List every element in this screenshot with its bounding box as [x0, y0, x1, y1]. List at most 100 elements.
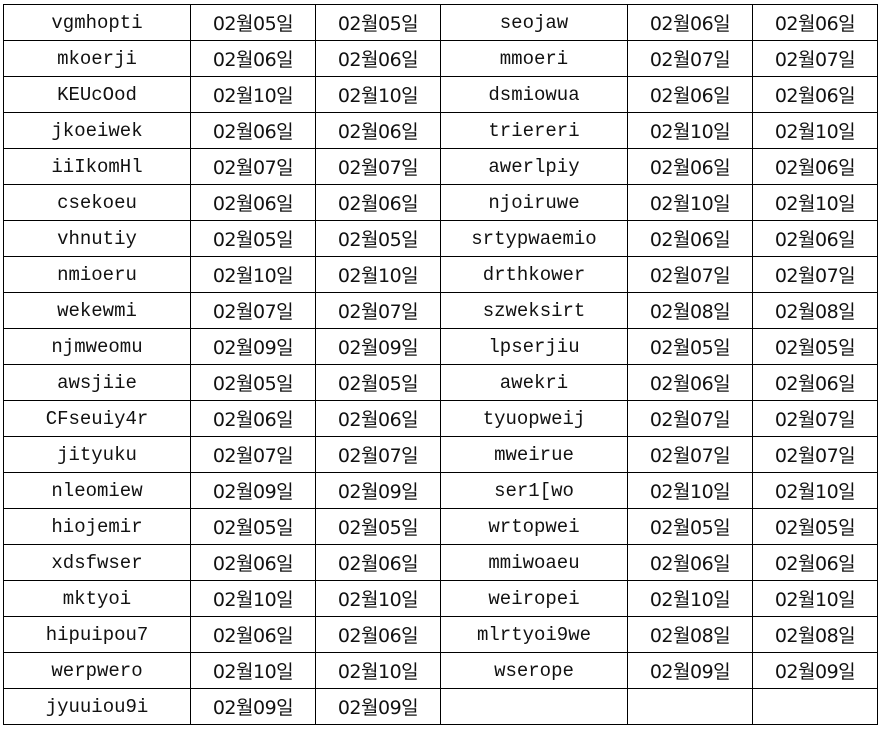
date-cell[interactable]: 02월09일 [752, 652, 878, 689]
name-cell[interactable]: mmiwoaeu [440, 544, 628, 581]
date-cell[interactable]: 02월07일 [752, 40, 878, 77]
name-cell[interactable]: mktyoi [3, 580, 191, 617]
name-cell[interactable]: ser1[wo [440, 472, 628, 509]
name-cell[interactable]: jityuku [3, 436, 191, 473]
date-cell[interactable]: 02월05일 [190, 508, 316, 545]
name-cell[interactable]: szweksirt [440, 292, 628, 329]
date-cell[interactable] [752, 688, 878, 725]
name-cell[interactable]: dsmiowua [440, 76, 628, 113]
date-cell[interactable]: 02월09일 [315, 328, 441, 365]
name-cell[interactable]: xdsfwser [3, 544, 191, 581]
date-cell[interactable]: 02월07일 [627, 40, 753, 77]
date-cell[interactable]: 02월06일 [752, 220, 878, 257]
name-cell[interactable]: seojaw [440, 4, 628, 41]
date-cell[interactable]: 02월10일 [190, 580, 316, 617]
date-cell[interactable]: 02월07일 [190, 292, 316, 329]
date-cell[interactable]: 02월07일 [315, 436, 441, 473]
date-cell[interactable]: 02월05일 [190, 220, 316, 257]
name-cell[interactable]: mlrtyoi9we [440, 616, 628, 653]
name-cell[interactable] [440, 688, 628, 725]
date-cell[interactable]: 02월06일 [315, 184, 441, 221]
date-cell[interactable]: 02월06일 [627, 148, 753, 185]
name-cell[interactable]: mmoeri [440, 40, 628, 77]
date-cell[interactable]: 02월10일 [190, 652, 316, 689]
name-cell[interactable]: KEUcOod [3, 76, 191, 113]
date-cell[interactable]: 02월09일 [315, 472, 441, 509]
name-cell[interactable]: csekoeu [3, 184, 191, 221]
date-cell[interactable]: 02월06일 [315, 616, 441, 653]
name-cell[interactable]: vgmhopti [3, 4, 191, 41]
date-cell[interactable]: 02월08일 [627, 292, 753, 329]
date-cell[interactable]: 02월10일 [315, 652, 441, 689]
name-cell[interactable]: wserope [440, 652, 628, 689]
name-cell[interactable]: hiojemir [3, 508, 191, 545]
date-cell[interactable]: 02월06일 [190, 184, 316, 221]
date-cell[interactable]: 02월06일 [315, 544, 441, 581]
date-cell[interactable]: 02월06일 [752, 544, 878, 581]
date-cell[interactable]: 02월06일 [627, 4, 753, 41]
date-cell[interactable]: 02월10일 [190, 256, 316, 293]
name-cell[interactable]: tyuopweij [440, 400, 628, 437]
name-cell[interactable]: wekewmi [3, 292, 191, 329]
date-cell[interactable]: 02월06일 [190, 112, 316, 149]
date-cell[interactable]: 02월10일 [752, 580, 878, 617]
date-cell[interactable]: 02월10일 [752, 112, 878, 149]
date-cell[interactable]: 02월08일 [752, 292, 878, 329]
date-cell[interactable]: 02월10일 [752, 184, 878, 221]
date-cell[interactable]: 02월10일 [627, 112, 753, 149]
date-cell[interactable]: 02월10일 [315, 256, 441, 293]
date-cell[interactable]: 02월06일 [190, 544, 316, 581]
date-cell[interactable]: 02월10일 [190, 76, 316, 113]
date-cell[interactable]: 02월10일 [315, 580, 441, 617]
date-cell[interactable]: 02월06일 [315, 40, 441, 77]
name-cell[interactable]: awekri [440, 364, 628, 401]
date-cell[interactable]: 02월10일 [627, 184, 753, 221]
date-cell[interactable]: 02월09일 [627, 652, 753, 689]
date-cell[interactable]: 02월06일 [190, 400, 316, 437]
date-cell[interactable]: 02월06일 [752, 4, 878, 41]
name-cell[interactable]: triereri [440, 112, 628, 149]
name-cell[interactable]: lpserjiu [440, 328, 628, 365]
date-cell[interactable]: 02월07일 [190, 148, 316, 185]
date-cell[interactable]: 02월09일 [190, 472, 316, 509]
name-cell[interactable]: hipuipou7 [3, 616, 191, 653]
name-cell[interactable]: vhnutiy [3, 220, 191, 257]
name-cell[interactable]: CFseuiy4r [3, 400, 191, 437]
date-cell[interactable]: 02월07일 [752, 400, 878, 437]
name-cell[interactable]: jkoeiwek [3, 112, 191, 149]
date-cell[interactable]: 02월06일 [315, 400, 441, 437]
date-cell[interactable]: 02월09일 [315, 688, 441, 725]
name-cell[interactable]: mweirue [440, 436, 628, 473]
date-cell[interactable]: 02월09일 [190, 688, 316, 725]
name-cell[interactable]: weiropei [440, 580, 628, 617]
date-cell[interactable]: 02월10일 [627, 472, 753, 509]
date-cell[interactable]: 02월05일 [315, 508, 441, 545]
date-cell[interactable]: 02월07일 [752, 256, 878, 293]
name-cell[interactable]: drthkower [440, 256, 628, 293]
date-cell[interactable] [627, 688, 753, 725]
date-cell[interactable]: 02월06일 [752, 364, 878, 401]
name-cell[interactable]: njoiruwe [440, 184, 628, 221]
date-cell[interactable]: 02월07일 [752, 436, 878, 473]
date-cell[interactable]: 02월05일 [315, 220, 441, 257]
date-cell[interactable]: 02월05일 [752, 508, 878, 545]
date-cell[interactable]: 02월06일 [190, 40, 316, 77]
date-cell[interactable]: 02월05일 [190, 364, 316, 401]
date-cell[interactable]: 02월05일 [752, 328, 878, 365]
date-cell[interactable]: 02월05일 [627, 508, 753, 545]
date-cell[interactable]: 02월06일 [627, 544, 753, 581]
name-cell[interactable]: srtypwaemio [440, 220, 628, 257]
date-cell[interactable]: 02월05일 [190, 4, 316, 41]
date-cell[interactable]: 02월08일 [752, 616, 878, 653]
name-cell[interactable]: wrtopwei [440, 508, 628, 545]
date-cell[interactable]: 02월06일 [752, 76, 878, 113]
date-cell[interactable]: 02월05일 [627, 328, 753, 365]
name-cell[interactable]: iiIkomHl [3, 148, 191, 185]
date-cell[interactable]: 02월07일 [315, 148, 441, 185]
date-cell[interactable]: 02월07일 [627, 436, 753, 473]
date-cell[interactable]: 02월05일 [315, 4, 441, 41]
date-cell[interactable]: 02월07일 [190, 436, 316, 473]
date-cell[interactable]: 02월06일 [190, 616, 316, 653]
date-cell[interactable]: 02월06일 [627, 364, 753, 401]
name-cell[interactable]: njmweomu [3, 328, 191, 365]
